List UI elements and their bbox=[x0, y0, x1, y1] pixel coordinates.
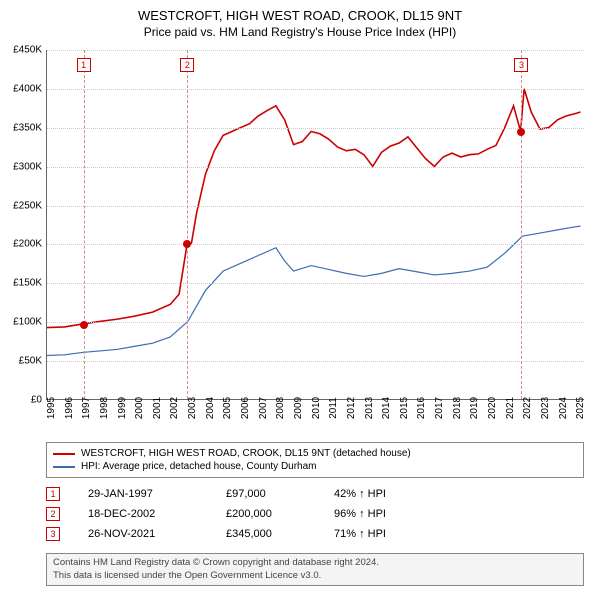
marker-dot bbox=[183, 240, 191, 248]
transaction-pct: 42% ↑ HPI bbox=[334, 488, 386, 500]
transaction-row: 3 26-NOV-2021 £345,000 71% ↑ HPI bbox=[46, 524, 584, 544]
transaction-date: 18-DEC-2002 bbox=[88, 508, 198, 520]
marker-vertical-line bbox=[84, 50, 85, 399]
x-axis: 1995199619971998199920002001200220032004… bbox=[46, 404, 584, 444]
gridline-horizontal bbox=[47, 128, 584, 129]
series-line-hpi bbox=[47, 226, 581, 355]
y-tick-label: £0 bbox=[31, 395, 42, 406]
x-tick-label: 2013 bbox=[364, 397, 375, 419]
transactions-table: 1 29-JAN-1997 £97,000 42% ↑ HPI 2 18-DEC-2002… bbox=[46, 484, 584, 544]
marker-dot bbox=[80, 321, 88, 329]
x-tick-label: 1998 bbox=[99, 397, 110, 419]
y-tick-label: £350K bbox=[13, 122, 42, 133]
x-tick-label: 2001 bbox=[152, 397, 163, 419]
transaction-price: £200,000 bbox=[226, 508, 306, 520]
transaction-price: £345,000 bbox=[226, 528, 306, 540]
x-tick-label: 2017 bbox=[434, 397, 445, 419]
x-tick-label: 2015 bbox=[399, 397, 410, 419]
marker-number-box: 1 bbox=[77, 58, 91, 72]
x-tick-label: 2009 bbox=[293, 397, 304, 419]
x-tick-label: 2019 bbox=[469, 397, 480, 419]
x-tick-label: 1999 bbox=[117, 397, 128, 419]
x-tick-label: 2018 bbox=[452, 397, 463, 419]
chart-title: WESTCROFT, HIGH WEST ROAD, CROOK, DL15 9… bbox=[0, 0, 600, 23]
marker-dot bbox=[517, 128, 525, 136]
x-tick-label: 2007 bbox=[258, 397, 269, 419]
gridline-horizontal bbox=[47, 322, 584, 323]
transaction-date: 26-NOV-2021 bbox=[88, 528, 198, 540]
x-tick-label: 2004 bbox=[205, 397, 216, 419]
x-tick-label: 2008 bbox=[275, 397, 286, 419]
legend-swatch bbox=[53, 466, 75, 468]
x-tick-label: 2014 bbox=[381, 397, 392, 419]
x-tick-label: 2010 bbox=[311, 397, 322, 419]
y-tick-label: £150K bbox=[13, 278, 42, 289]
y-tick-label: £100K bbox=[13, 317, 42, 328]
legend-label: WESTCROFT, HIGH WEST ROAD, CROOK, DL15 9… bbox=[81, 448, 411, 459]
marker-vertical-line bbox=[187, 50, 188, 399]
x-tick-label: 2022 bbox=[522, 397, 533, 419]
gridline-horizontal bbox=[47, 361, 584, 362]
legend: WESTCROFT, HIGH WEST ROAD, CROOK, DL15 9… bbox=[46, 442, 584, 478]
gridline-horizontal bbox=[47, 283, 584, 284]
y-tick-label: £250K bbox=[13, 200, 42, 211]
footer-line1: Contains HM Land Registry data © Crown c… bbox=[53, 557, 577, 569]
series-line-property bbox=[47, 89, 581, 328]
x-tick-label: 2020 bbox=[487, 397, 498, 419]
marker-number-box: 3 bbox=[514, 58, 528, 72]
chart-svg bbox=[47, 50, 584, 399]
transaction-pct: 71% ↑ HPI bbox=[334, 528, 386, 540]
legend-label: HPI: Average price, detached house, Coun… bbox=[81, 461, 317, 472]
legend-row: WESTCROFT, HIGH WEST ROAD, CROOK, DL15 9… bbox=[53, 447, 577, 460]
transaction-marker: 3 bbox=[46, 527, 60, 541]
marker-number-box: 2 bbox=[180, 58, 194, 72]
x-tick-label: 2024 bbox=[558, 397, 569, 419]
gridline-horizontal bbox=[47, 206, 584, 207]
transaction-price: £97,000 bbox=[226, 488, 306, 500]
x-tick-label: 2000 bbox=[134, 397, 145, 419]
x-tick-label: 2003 bbox=[187, 397, 198, 419]
x-tick-label: 2006 bbox=[240, 397, 251, 419]
legend-row: HPI: Average price, detached house, Coun… bbox=[53, 460, 577, 473]
marker-vertical-line bbox=[521, 50, 522, 399]
x-tick-label: 1997 bbox=[81, 397, 92, 419]
footer-attribution: Contains HM Land Registry data © Crown c… bbox=[46, 553, 584, 586]
x-tick-label: 2025 bbox=[575, 397, 586, 419]
y-tick-label: £50K bbox=[19, 356, 42, 367]
y-axis: £0£50K£100K£150K£200K£250K£300K£350K£400… bbox=[0, 50, 44, 400]
x-tick-label: 2002 bbox=[169, 397, 180, 419]
footer-line2: This data is licensed under the Open Gov… bbox=[53, 570, 577, 582]
transaction-marker: 1 bbox=[46, 487, 60, 501]
y-tick-label: £200K bbox=[13, 239, 42, 250]
transaction-row: 2 18-DEC-2002 £200,000 96% ↑ HPI bbox=[46, 504, 584, 524]
x-tick-label: 2023 bbox=[540, 397, 551, 419]
gridline-horizontal bbox=[47, 89, 584, 90]
legend-swatch bbox=[53, 453, 75, 455]
y-tick-label: £450K bbox=[13, 45, 42, 56]
x-tick-label: 1996 bbox=[64, 397, 75, 419]
transaction-marker: 2 bbox=[46, 507, 60, 521]
x-tick-label: 2016 bbox=[416, 397, 427, 419]
chart-plot-area: 1 2 3 bbox=[46, 50, 584, 400]
transaction-row: 1 29-JAN-1997 £97,000 42% ↑ HPI bbox=[46, 484, 584, 504]
x-tick-label: 2011 bbox=[328, 397, 339, 419]
transaction-date: 29-JAN-1997 bbox=[88, 488, 198, 500]
gridline-horizontal bbox=[47, 244, 584, 245]
chart-subtitle: Price paid vs. HM Land Registry's House … bbox=[0, 23, 600, 39]
transaction-pct: 96% ↑ HPI bbox=[334, 508, 386, 520]
x-tick-label: 2021 bbox=[505, 397, 516, 419]
y-tick-label: £300K bbox=[13, 161, 42, 172]
gridline-horizontal bbox=[47, 167, 584, 168]
y-tick-label: £400K bbox=[13, 83, 42, 94]
x-tick-label: 1995 bbox=[46, 397, 57, 419]
gridline-horizontal bbox=[47, 50, 584, 51]
x-tick-label: 2012 bbox=[346, 397, 357, 419]
x-tick-label: 2005 bbox=[222, 397, 233, 419]
